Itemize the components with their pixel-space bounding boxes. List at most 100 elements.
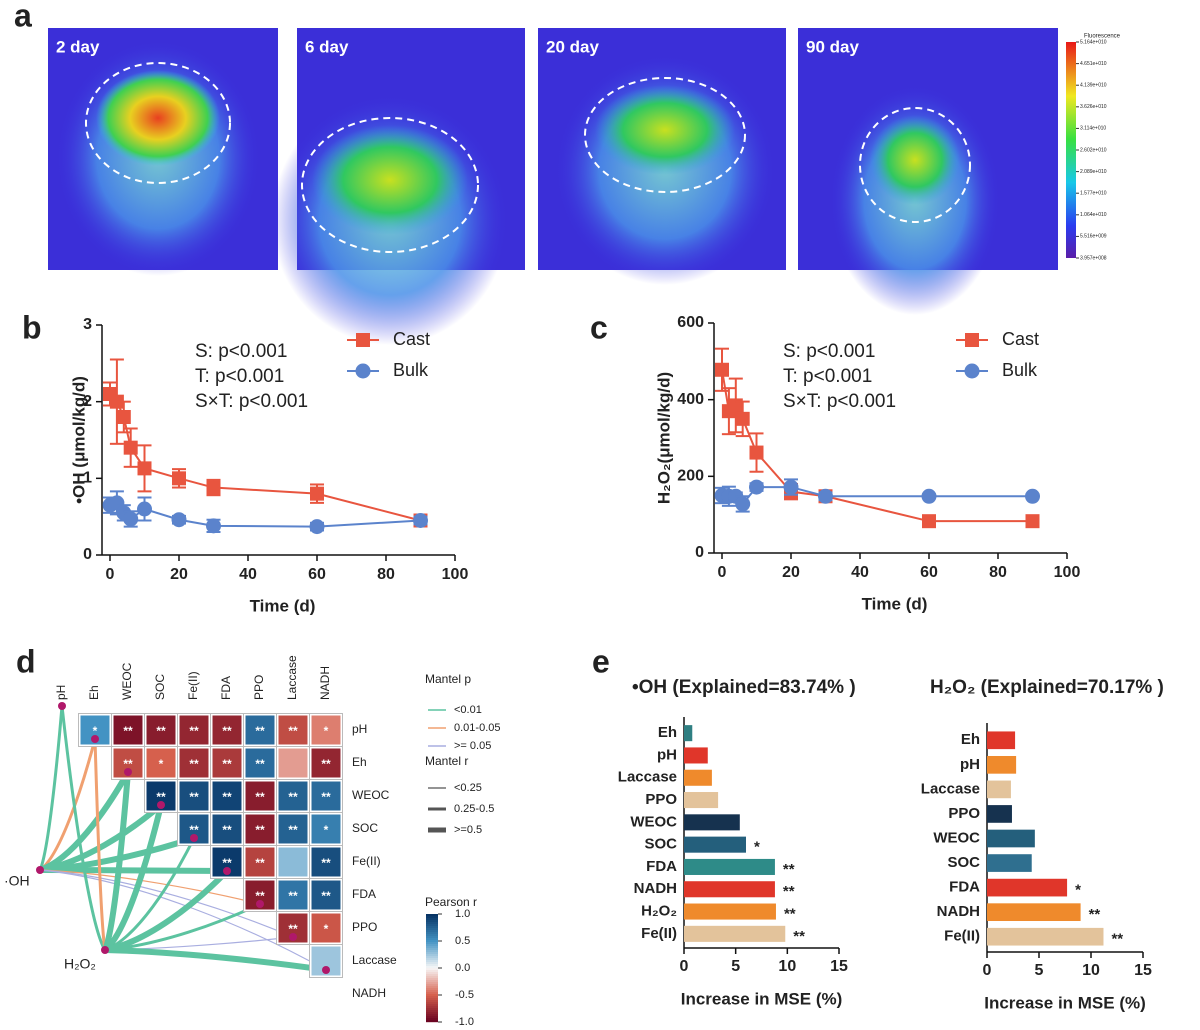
column-label: Eh (87, 685, 101, 700)
y-tick-label: 0 (695, 544, 704, 561)
data-point (1025, 488, 1040, 504)
image-hotspot (870, 115, 960, 205)
colorbar-strip (426, 998, 438, 1001)
significance: ** (255, 790, 265, 804)
colorbar-strip (426, 926, 438, 929)
data-point (749, 445, 764, 460)
annotation: S×T: p<0.001 (783, 391, 896, 412)
legend-label: Bulk (1002, 360, 1038, 380)
colorbar-tick-label: 1.577e+010 (1080, 191, 1107, 197)
row-label: SOC (352, 821, 378, 835)
image-panel: 90 day (798, 28, 1058, 315)
x-tick-label: 40 (851, 564, 869, 581)
category-label: pH (960, 756, 980, 773)
significance: * (1075, 882, 1081, 899)
colorbar-tick-label: 3.957e+008 (1080, 255, 1107, 261)
colorbar-strip (426, 952, 438, 955)
colorbar-tick-label: 5.516e+009 (1080, 234, 1107, 240)
significance: ** (222, 790, 232, 804)
annotation: T: p<0.001 (783, 366, 872, 387)
source-label: ·OH (4, 873, 30, 889)
image-panel: 20 day (538, 28, 786, 285)
y-tick-label: 1 (83, 470, 92, 487)
bar (987, 878, 1068, 897)
colorbar-strip (426, 938, 438, 941)
significance: ** (288, 922, 298, 936)
data-point (413, 513, 428, 528)
column-label: PPO (252, 675, 266, 700)
significance: ** (321, 889, 331, 903)
colorbar-strip (426, 918, 438, 921)
heatmap-cell (245, 748, 275, 778)
category-label: H₂O₂ (641, 903, 677, 920)
category-label: NADH (634, 880, 677, 897)
heatmap-cell (278, 715, 308, 745)
colorbar-strip (426, 1020, 438, 1023)
row-label: NADH (352, 986, 386, 1000)
bar (684, 747, 708, 764)
category-label: Eh (658, 724, 677, 741)
colorbar-strip (426, 960, 438, 963)
colorbar-strip (426, 980, 438, 983)
category-label: Laccase (921, 780, 980, 797)
colorbar-strip (426, 954, 438, 957)
significance: ** (189, 823, 199, 837)
significance: ** (222, 856, 232, 870)
colorbar-tick-label: 0.5 (455, 935, 470, 947)
annotation: S: p<0.001 (783, 341, 875, 362)
legend-label: >=0.5 (454, 824, 482, 836)
colorbar-tick-label: -0.5 (455, 989, 474, 1001)
x-tick-label: 0 (718, 564, 727, 581)
column-label: Laccase (285, 655, 299, 700)
colorbar-strip (426, 916, 438, 919)
x-axis-title: Increase in MSE (%) (681, 989, 843, 1008)
chart-title: •OH (Explained=83.74% ) (632, 677, 856, 698)
heatmap-cell (278, 847, 308, 877)
significance: ** (288, 823, 298, 837)
x-tick-label: 0 (106, 566, 115, 583)
colorbar-strip (426, 974, 438, 977)
column-label: FDA (219, 676, 233, 700)
data-point (922, 514, 936, 529)
colorbar-strip (426, 990, 438, 993)
data-point (818, 488, 833, 504)
mantel-link (39, 869, 294, 938)
significance: ** (123, 757, 133, 771)
y-tick-label: 400 (677, 391, 704, 408)
data-point (783, 479, 799, 495)
data-point (206, 518, 221, 534)
heatmap-cell (278, 814, 308, 844)
data-point (123, 440, 138, 455)
image-hotspot (312, 125, 468, 235)
significance: ** (783, 861, 795, 878)
legend-label: 0.25-0.5 (454, 803, 494, 815)
legend-title: Mantel r (425, 754, 468, 768)
significance: ** (321, 790, 331, 804)
node (223, 867, 231, 875)
series-line (109, 501, 421, 528)
panel-letter: b (22, 309, 42, 345)
mantel-link (102, 947, 329, 973)
x-tick-label: 80 (989, 564, 1007, 581)
colorbar-strip (426, 994, 438, 997)
heatmap-cell (212, 781, 242, 811)
image-panel: 6 day (272, 28, 525, 345)
colorbar-strip (426, 1000, 438, 1003)
panel-letter: d (16, 643, 36, 679)
colorbar-strip (426, 1012, 438, 1015)
bar (684, 903, 776, 920)
x-tick-label: 15 (1134, 962, 1152, 979)
significance: ** (189, 724, 199, 738)
significance: * (324, 922, 329, 936)
colorbar-tick-label: 3.114e+010 (1080, 126, 1106, 132)
x-tick-label: 10 (778, 958, 796, 975)
colorbar-strip (426, 978, 438, 981)
annotation: S: p<0.001 (195, 341, 287, 362)
significance: * (754, 839, 760, 856)
colorbar-strip (426, 972, 438, 975)
significance: * (324, 823, 329, 837)
heatmap-cell (212, 748, 242, 778)
data-point (749, 479, 764, 495)
node (256, 900, 264, 908)
x-axis-title: Time (d) (862, 594, 928, 613)
